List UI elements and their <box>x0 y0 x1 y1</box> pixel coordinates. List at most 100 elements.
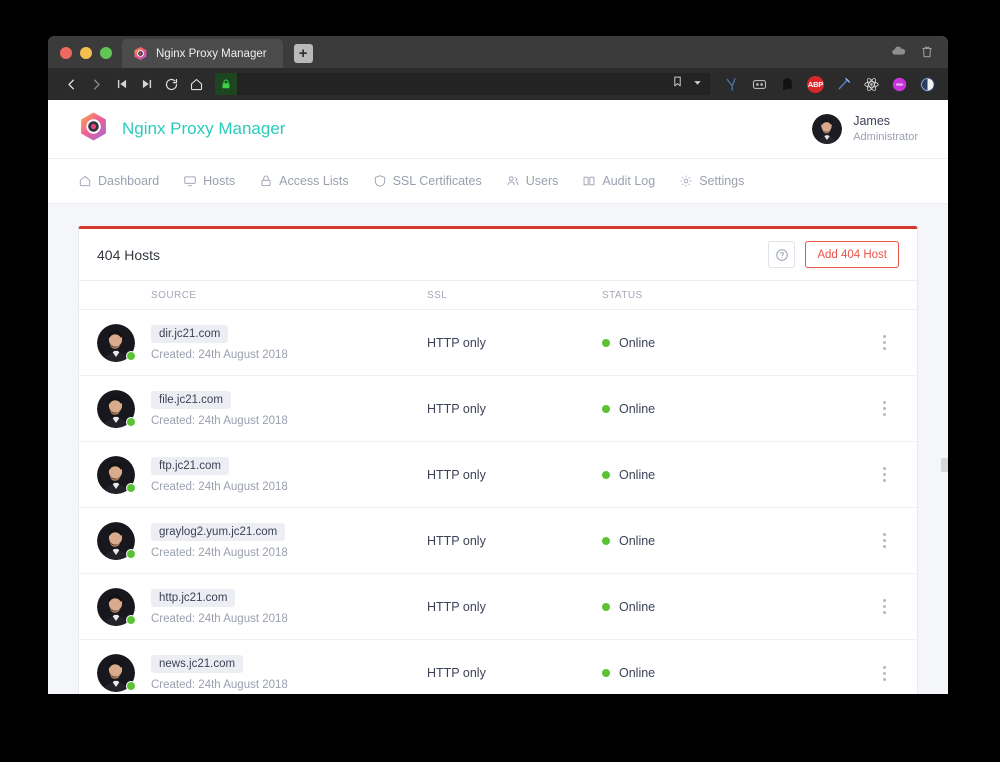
browser-tab-bar: Nginx Proxy Manager + <box>48 36 948 68</box>
status-label: Online <box>619 533 656 548</box>
nav-item-ssl-certificates[interactable]: SSL Certificates <box>373 159 482 203</box>
host-avatar <box>97 587 136 626</box>
row-actions-menu-icon[interactable] <box>869 599 899 614</box>
close-window-button[interactable] <box>60 47 72 59</box>
maximize-window-button[interactable] <box>100 47 112 59</box>
home-icon[interactable] <box>184 72 209 96</box>
ssl-cell: HTTP only <box>427 401 486 416</box>
row-actions-menu-icon[interactable] <box>869 401 899 416</box>
column-header-status: STATUS <box>602 289 643 301</box>
status-label: Online <box>619 401 656 416</box>
avatar <box>812 114 843 144</box>
table-row[interactable]: ftp.jc21.com Created: 24th August 2018 H… <box>79 442 917 508</box>
brand[interactable]: Nginx Proxy Manager <box>78 111 285 147</box>
status-cell: Online <box>602 600 869 614</box>
table-row[interactable]: http.jc21.com Created: 24th August 2018 … <box>79 574 917 640</box>
main-nav: Dashboard Hosts Access Lists SSL Certifi… <box>48 159 948 204</box>
created-date: Created: 24th August 2018 <box>151 612 288 625</box>
row-actions-menu-icon[interactable] <box>869 533 899 548</box>
ghostery-icon[interactable] <box>778 75 797 94</box>
react-devtools-icon[interactable] <box>862 75 881 94</box>
nav-item-access-lists[interactable]: Access Lists <box>259 159 349 203</box>
cloud-icon[interactable] <box>891 44 906 59</box>
source-cell: file.jc21.com Created: 24th August 2018 <box>97 389 427 428</box>
source-info: http.jc21.com Created: 24th August 2018 <box>151 588 288 625</box>
padlock-secure-icon[interactable] <box>215 73 237 95</box>
ssl-cell: HTTP only <box>427 533 486 548</box>
purple-circle-extension-icon[interactable] <box>890 75 909 94</box>
user-info: James Administrator <box>853 114 918 144</box>
nav-item-hosts[interactable]: Hosts <box>183 159 235 203</box>
back-icon[interactable] <box>59 72 84 96</box>
nav-item-users[interactable]: Users <box>506 159 559 203</box>
nav-label: Dashboard <box>98 174 160 188</box>
row-actions-menu-icon[interactable] <box>869 467 899 482</box>
nav-label: Users <box>525 174 559 188</box>
status-label: Online <box>619 467 656 482</box>
created-date: Created: 24th August 2018 <box>151 348 288 361</box>
hosts-card: 404 Hosts Add 404 Host SOURCE SSL STATUS <box>78 226 918 694</box>
host-avatar <box>97 323 136 362</box>
table-row[interactable]: news.jc21.com Created: 24th August 2018 … <box>79 640 917 694</box>
tab-title: Nginx Proxy Manager <box>156 47 267 60</box>
minimize-window-button[interactable] <box>80 47 92 59</box>
skip-back-icon[interactable] <box>109 72 134 96</box>
created-date: Created: 24th August 2018 <box>151 480 288 493</box>
nav-item-dashboard[interactable]: Dashboard <box>78 159 159 203</box>
trash-icon[interactable] <box>920 45 934 59</box>
status-cell: Online <box>602 666 869 680</box>
npm-hexagon-logo <box>78 111 109 147</box>
status-cell: Online <box>602 336 869 350</box>
pocket-icon[interactable] <box>722 75 741 94</box>
url-bar[interactable] <box>215 73 710 95</box>
skip-forward-icon[interactable] <box>134 72 159 96</box>
row-actions-menu-icon[interactable] <box>869 335 899 350</box>
user-menu[interactable]: James Administrator <box>812 114 918 144</box>
table-row[interactable]: file.jc21.com Created: 24th August 2018 … <box>79 376 917 442</box>
table-row[interactable]: graylog2.yum.jc21.com Created: 24th Augu… <box>79 508 917 574</box>
add-404-host-button[interactable]: Add 404 Host <box>805 241 899 268</box>
bookmark-icon[interactable] <box>671 75 684 93</box>
domain-chip[interactable]: news.jc21.com <box>151 655 244 673</box>
domain-chip[interactable]: file.jc21.com <box>151 390 231 409</box>
browser-tab[interactable]: Nginx Proxy Manager <box>122 39 283 68</box>
online-indicator-dot <box>126 548 136 559</box>
source-info: dir.jc21.com Created: 24th August 2018 <box>151 324 288 361</box>
ssl-cell: HTTP only <box>427 335 486 350</box>
domain-chip[interactable]: graylog2.yum.jc21.com <box>151 522 286 541</box>
tab-bar-actions <box>891 44 948 68</box>
table-row[interactable]: dir.jc21.com Created: 24th August 2018 H… <box>79 310 917 376</box>
row-actions-menu-icon[interactable] <box>869 665 899 681</box>
status-label: Online <box>619 335 656 350</box>
nav-item-audit-log[interactable]: Audit Log <box>582 159 655 203</box>
chevron-down-icon[interactable] <box>692 75 703 93</box>
source-info: ftp.jc21.com Created: 24th August 2018 <box>151 456 288 493</box>
npm-hexagon-icon <box>133 46 148 61</box>
question-circle-icon[interactable] <box>768 241 796 268</box>
browser-extensions: ABP <box>710 75 937 94</box>
created-date: Created: 24th August 2018 <box>151 679 288 691</box>
reload-icon[interactable] <box>159 72 184 96</box>
domain-chip[interactable]: dir.jc21.com <box>151 324 229 343</box>
privacy-badger-icon[interactable] <box>918 75 937 94</box>
hosts-table-body: dir.jc21.com Created: 24th August 2018 H… <box>79 310 917 694</box>
url-bar-actions <box>671 75 710 93</box>
nav-item-settings[interactable]: Settings <box>679 159 744 203</box>
domain-chip[interactable]: http.jc21.com <box>151 588 236 607</box>
online-indicator-dot <box>126 482 136 493</box>
online-indicator-dot <box>126 614 136 625</box>
domain-chip[interactable]: ftp.jc21.com <box>151 456 229 475</box>
status-cell: Online <box>602 534 869 548</box>
status-label: Online <box>619 599 656 614</box>
source-cell: http.jc21.com Created: 24th August 2018 <box>97 587 427 626</box>
forward-icon[interactable] <box>84 72 109 96</box>
adblock-plus-icon[interactable]: ABP <box>806 75 825 94</box>
status-cell: Online <box>602 468 869 482</box>
created-date: Created: 24th August 2018 <box>151 546 288 559</box>
eyedropper-icon[interactable] <box>834 75 853 94</box>
status-badge <box>602 669 610 677</box>
new-tab-button[interactable]: + <box>293 44 313 63</box>
tabs-icon[interactable] <box>750 75 769 94</box>
card-actions: Add 404 Host <box>768 241 899 268</box>
page-scrollbar-thumb[interactable] <box>941 458 948 472</box>
